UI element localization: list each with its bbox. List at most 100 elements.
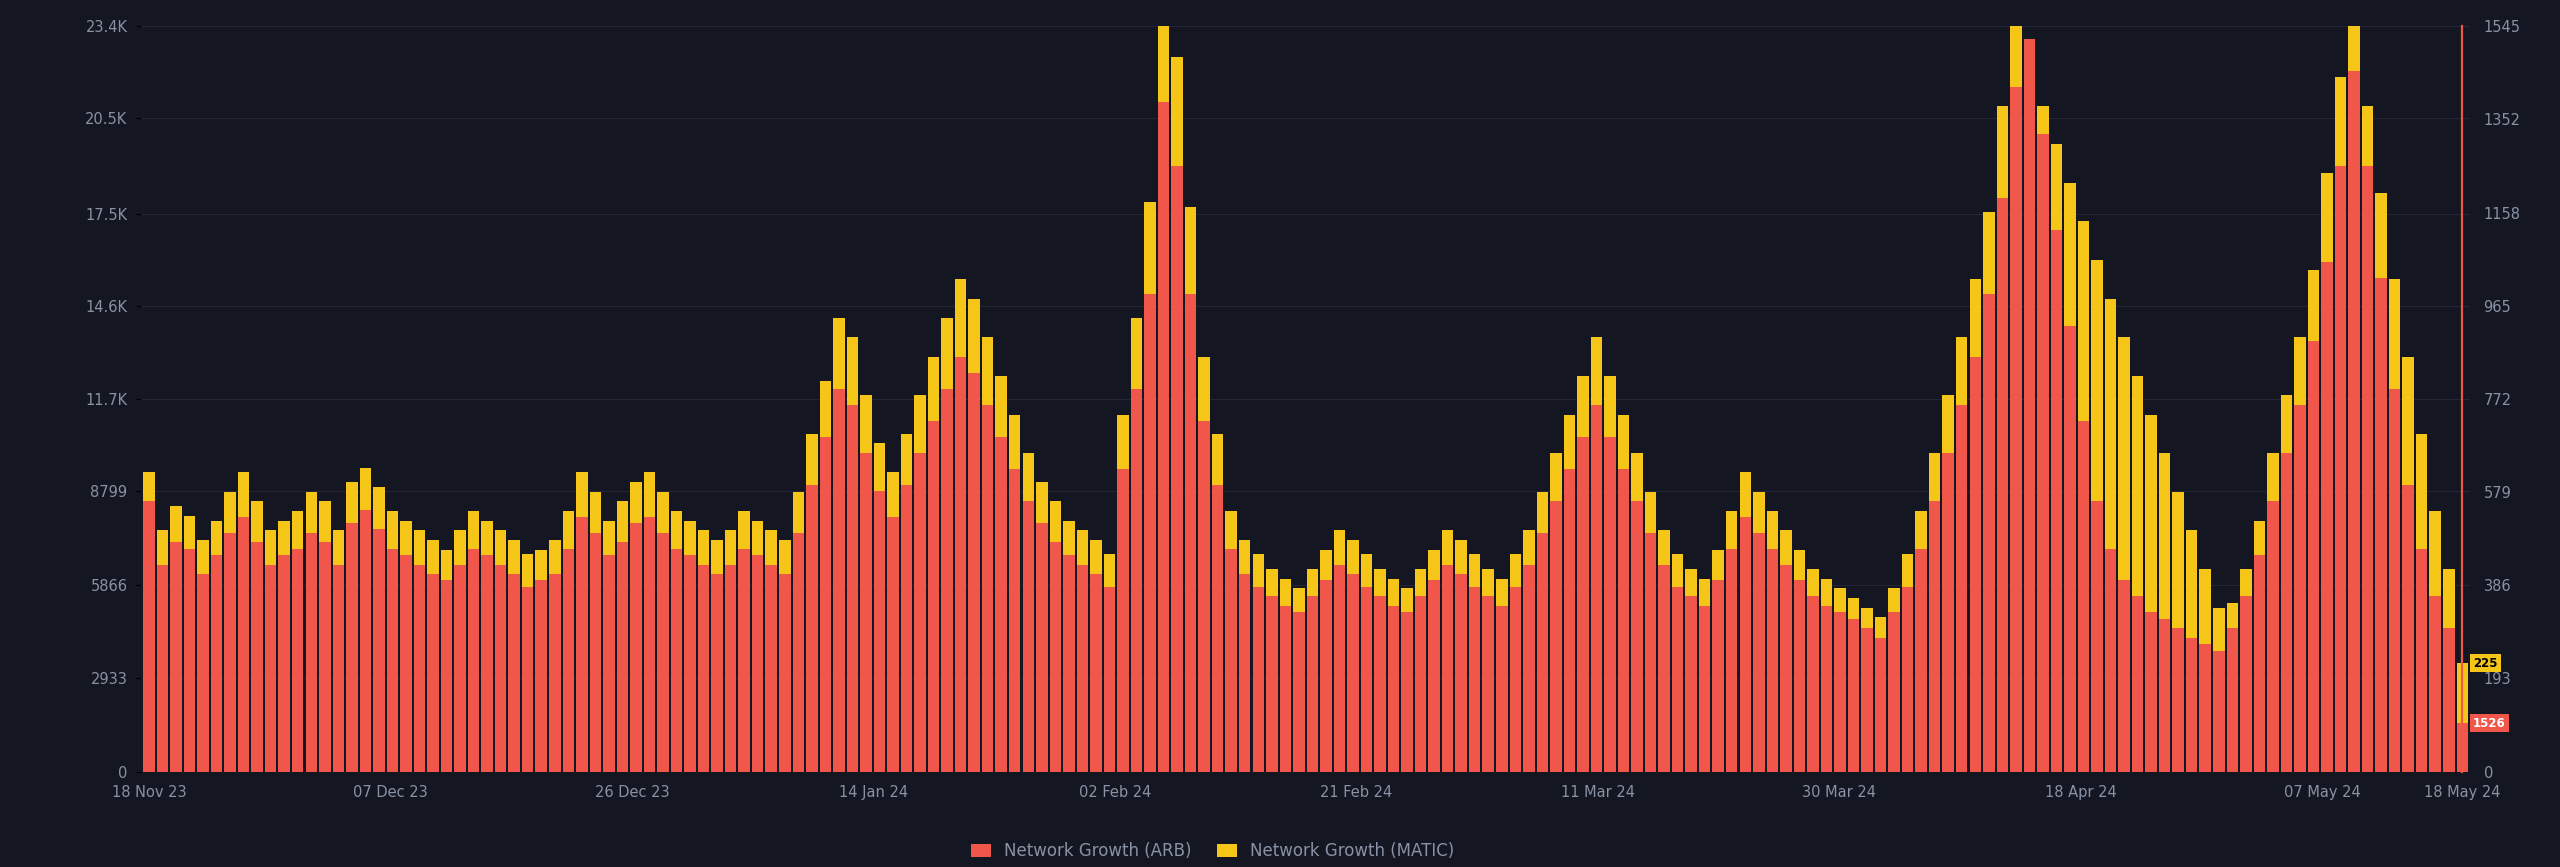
Bar	[2092, 501, 2102, 772]
Bar	[684, 521, 696, 772]
Bar	[1334, 564, 1344, 772]
Bar	[2335, 76, 2348, 772]
Bar	[156, 564, 169, 772]
Bar	[1700, 606, 1710, 772]
Bar	[2240, 569, 2253, 772]
Bar	[630, 482, 643, 772]
Bar	[2307, 342, 2319, 772]
Bar	[1050, 542, 1060, 772]
Bar	[225, 492, 236, 772]
Bar	[143, 473, 154, 772]
Bar	[1078, 564, 1088, 772]
Bar	[399, 555, 412, 772]
Bar	[2173, 629, 2184, 772]
Bar	[1741, 473, 1751, 772]
Bar	[1091, 574, 1101, 772]
Bar	[1577, 376, 1590, 772]
Bar	[765, 531, 778, 772]
Bar	[2401, 356, 2414, 772]
Bar	[1902, 587, 1912, 772]
Bar	[184, 516, 195, 772]
Bar	[1388, 606, 1400, 772]
Bar	[737, 549, 750, 772]
Bar	[604, 555, 614, 772]
Bar	[2417, 434, 2427, 772]
Bar	[765, 564, 778, 772]
Bar	[1375, 569, 1385, 772]
Bar	[927, 421, 940, 772]
Bar	[1779, 531, 1792, 772]
Bar	[860, 395, 870, 772]
Bar	[251, 501, 264, 772]
Bar	[509, 540, 520, 772]
Bar	[1943, 453, 1953, 772]
Bar	[658, 492, 668, 772]
Bar	[1779, 564, 1792, 772]
Bar	[2442, 569, 2455, 772]
Bar	[617, 542, 627, 772]
Bar	[2322, 173, 2332, 772]
Bar	[819, 381, 832, 772]
Bar	[1969, 357, 1981, 772]
Bar	[2253, 521, 2266, 772]
Bar	[1388, 578, 1400, 772]
Bar	[1321, 550, 1331, 772]
Bar	[1198, 356, 1211, 772]
Bar	[794, 532, 804, 772]
Bar	[358, 511, 371, 772]
Bar	[1510, 587, 1521, 772]
Bar	[1997, 198, 2007, 772]
Bar	[2158, 453, 2171, 772]
Bar	[2376, 277, 2386, 772]
Bar	[481, 521, 494, 772]
Bar	[1590, 337, 1603, 772]
Bar	[1984, 212, 1994, 772]
Bar	[1293, 588, 1306, 772]
Bar	[1144, 294, 1155, 772]
Bar	[1928, 453, 1940, 772]
Bar	[1009, 414, 1021, 772]
Bar	[197, 574, 210, 772]
Bar	[264, 564, 276, 772]
Bar	[643, 473, 655, 772]
Bar	[1157, 26, 1170, 772]
Bar	[1009, 469, 1021, 772]
Bar	[1441, 531, 1454, 772]
Bar	[305, 532, 317, 772]
Bar	[819, 437, 832, 772]
Bar	[699, 531, 709, 772]
Bar	[387, 511, 399, 772]
Bar	[1347, 540, 1359, 772]
Bar	[1306, 596, 1318, 772]
Bar	[942, 389, 952, 772]
Bar	[1861, 629, 1874, 772]
Bar	[440, 550, 453, 772]
Bar	[2063, 325, 2076, 772]
Bar	[1482, 569, 1495, 772]
Bar	[1172, 57, 1183, 772]
Bar	[873, 443, 886, 772]
Bar	[2268, 501, 2278, 772]
Bar	[860, 453, 870, 772]
Bar	[983, 405, 993, 772]
Bar	[1103, 555, 1116, 772]
Bar	[2348, 70, 2360, 772]
Bar	[968, 374, 980, 772]
Bar	[1293, 612, 1306, 772]
Bar	[1741, 517, 1751, 772]
Bar	[832, 318, 845, 772]
Bar	[1536, 532, 1549, 772]
Bar	[2117, 337, 2130, 772]
Bar	[753, 555, 763, 772]
Bar	[643, 517, 655, 772]
Bar	[955, 357, 965, 772]
Bar	[1725, 549, 1738, 772]
Bar	[1428, 580, 1439, 772]
Bar	[1400, 588, 1413, 772]
Bar	[1021, 453, 1034, 772]
Bar	[1618, 469, 1628, 772]
Bar	[914, 395, 927, 772]
Bar	[522, 555, 532, 772]
Bar	[589, 492, 602, 772]
Bar	[1551, 501, 1562, 772]
